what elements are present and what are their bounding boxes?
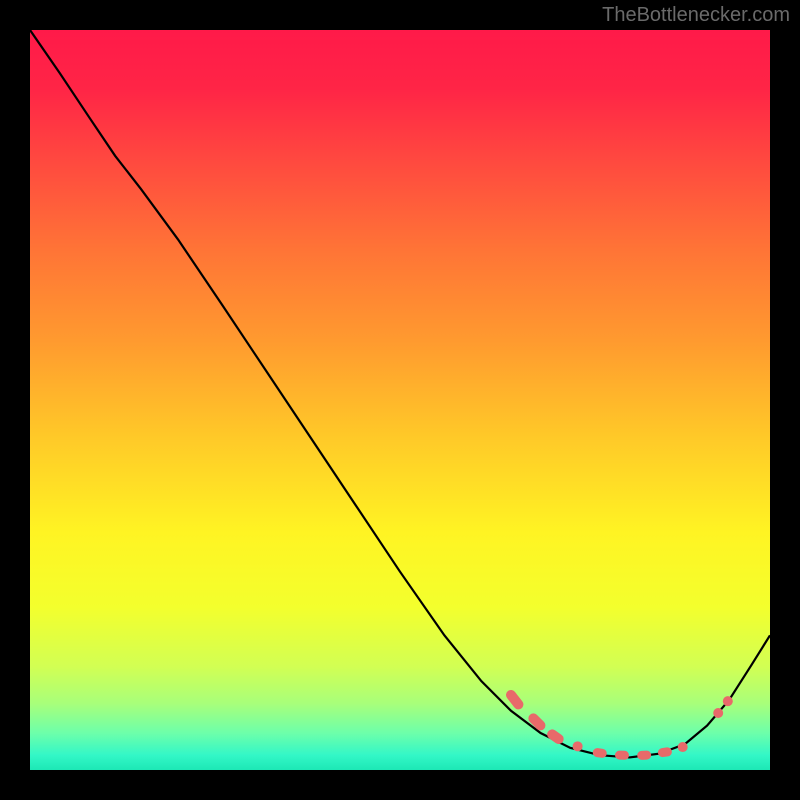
marker-point <box>713 708 723 718</box>
marker-segment <box>615 750 629 759</box>
marker-point <box>723 696 733 706</box>
marker-segment <box>657 747 672 758</box>
marker-point <box>678 742 688 752</box>
attribution-text: TheBottlenecker.com <box>602 4 790 27</box>
marker-segment <box>592 748 607 759</box>
marker-segment <box>637 750 651 760</box>
curve-line <box>30 30 770 770</box>
marker-point <box>573 741 583 751</box>
plot-area <box>30 30 770 770</box>
